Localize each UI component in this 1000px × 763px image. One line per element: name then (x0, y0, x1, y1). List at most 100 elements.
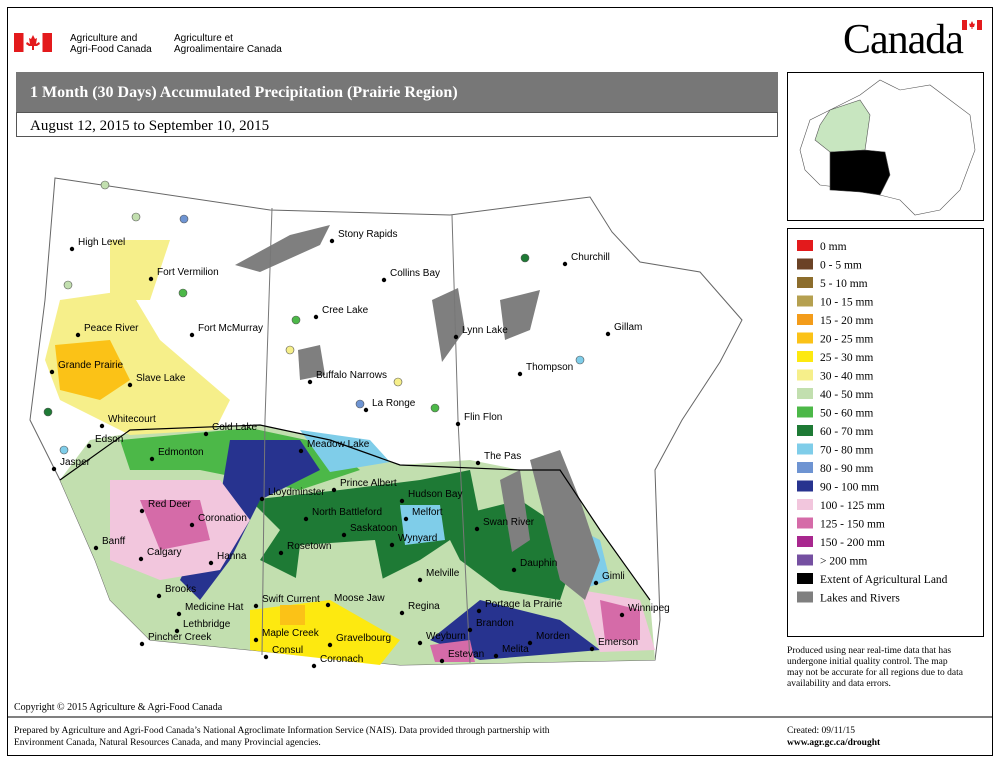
station (63, 280, 73, 290)
legend-label: 70 - 80 mm (820, 445, 873, 457)
city-dot (99, 423, 105, 429)
city-dot (93, 545, 99, 551)
city-dot (311, 663, 317, 669)
city-label: Rosetown (287, 541, 331, 552)
city-dot (327, 642, 333, 648)
date-range: August 12, 2015 to September 10, 2015 (30, 118, 269, 134)
city-dot (156, 593, 162, 599)
city-label: Edson (95, 434, 123, 445)
city-dot (148, 276, 154, 282)
city-label: Consul (272, 645, 303, 656)
note: may not be accurate for all regions due … (787, 667, 964, 678)
city-dot (593, 580, 599, 586)
precip-area (440, 500, 580, 600)
lake (500, 470, 530, 552)
city-label: The Pas (484, 451, 521, 462)
city-label: Slave Lake (136, 373, 186, 384)
legend-label: 100 - 125 mm (820, 500, 885, 512)
city-label: Moose Jaw (334, 593, 385, 604)
note: availability and data errors. (787, 679, 891, 689)
legend-swatch (797, 573, 813, 584)
city-label: Hanna (217, 551, 247, 562)
city-dot (562, 261, 568, 267)
city-dot (189, 332, 195, 338)
city-label: Dauphin (520, 558, 557, 569)
title: 1 Month (30 Days) Accumulated Precipitat… (30, 84, 458, 101)
city-label: Melfort (412, 507, 443, 518)
city-label: Gillam (614, 322, 642, 333)
legend-label: 0 - 5 mm (820, 260, 862, 272)
website: www.agr.gc.ca/drought (787, 738, 881, 748)
city-label: Emerson (598, 637, 638, 648)
station (43, 407, 53, 417)
city-label: Portage la Prairie (485, 599, 563, 610)
legend-swatch (797, 240, 813, 251)
city-dot (399, 610, 405, 616)
legend-swatch (797, 351, 813, 362)
city-label: Hudson Bay (408, 489, 462, 500)
city-label: Saskatoon (350, 523, 397, 534)
city-label: Melville (426, 568, 460, 579)
legend-swatch (797, 388, 813, 399)
city-dot (75, 332, 81, 338)
city-dot (329, 238, 335, 244)
legend-swatch (797, 258, 813, 270)
city-label: Swift Current (262, 594, 320, 605)
legend-label: 60 - 70 mm (820, 426, 873, 438)
city-label: Collins Bay (390, 268, 440, 279)
legend: 0 mm 0 - 5 mm 5 - 10 mm 10 - 15 mm 15 - 20 m… (797, 240, 948, 605)
legend-label: Lakes and Rivers (820, 593, 900, 605)
precip-area (300, 430, 390, 472)
city-dot (307, 379, 313, 385)
station (355, 399, 365, 409)
precip-area (400, 505, 445, 545)
lake (235, 225, 330, 272)
city-dot (517, 371, 523, 377)
city-dot (389, 542, 395, 548)
city-dot (417, 577, 423, 583)
city-dot (403, 516, 409, 522)
city-dot (278, 550, 284, 556)
city-dot (208, 560, 214, 566)
city-label: Fort McMurray (198, 323, 263, 334)
city-label: Swan River (483, 517, 535, 528)
city-dot (399, 498, 405, 504)
city-dot (325, 602, 331, 608)
legend-swatch (797, 295, 813, 307)
city-label: Thompson (526, 362, 573, 373)
city-dot (139, 508, 145, 514)
precip-area (600, 600, 640, 640)
city-label: Red Deer (148, 499, 191, 510)
note: Produced using near real-time data that … (787, 646, 951, 656)
city-dot (298, 448, 304, 454)
city-label: Gravelbourg (336, 633, 391, 644)
legend-swatch (797, 425, 813, 436)
legend-swatch (797, 480, 813, 492)
city-dot (138, 556, 144, 562)
city-label: Coronation (198, 513, 247, 524)
city-label: Brandon (476, 618, 514, 629)
precipitation-areas (45, 240, 655, 665)
station (179, 214, 189, 224)
precip-area (140, 500, 210, 550)
legend-swatch (797, 499, 813, 510)
legend-label: 40 - 50 mm (820, 389, 873, 401)
city-dot (259, 496, 265, 502)
city-dot (331, 487, 337, 493)
city-label: North Battleford (312, 507, 382, 518)
legend-label: 125 - 150 mm (820, 519, 885, 531)
precip-area (430, 600, 600, 660)
city-label: Coronach (320, 654, 363, 665)
city-label: Lethbridge (183, 619, 231, 630)
borders (59, 207, 651, 664)
city-dot (527, 640, 533, 646)
city-dot (203, 431, 209, 437)
city-label: Regina (408, 601, 440, 612)
city-label: Peace River (84, 323, 139, 334)
city-dot (174, 628, 180, 634)
note: undergone initial quality control. The m… (787, 657, 948, 667)
lake (500, 290, 540, 340)
agricultural-extent (59, 424, 651, 601)
station (430, 403, 440, 413)
